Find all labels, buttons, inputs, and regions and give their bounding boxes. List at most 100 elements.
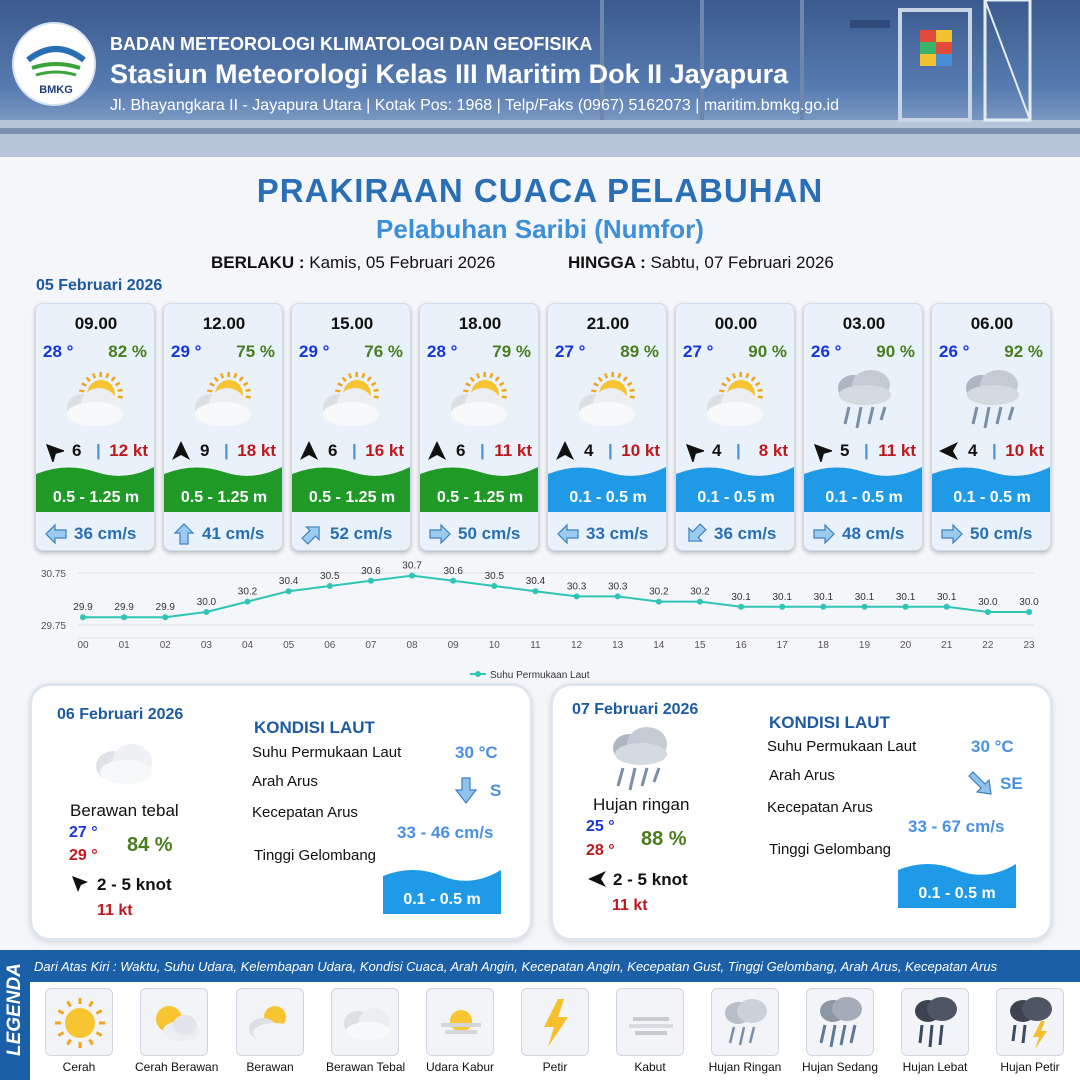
- gust-speed: 11 kt: [494, 441, 532, 460]
- light-rain-icon: [829, 370, 899, 432]
- air-temperature: 26 °: [811, 342, 842, 361]
- wave-band: [164, 466, 282, 512]
- hourly-card: 15.00 29 ° 76 % 6 | 16 kt 0.5 - 1.25 m 5…: [291, 303, 411, 551]
- legend-item: Hujan Lebat: [896, 988, 974, 1074]
- current-speed: 48 cm/s: [842, 524, 905, 543]
- gust-speed: 8 kt: [758, 441, 788, 460]
- arrow-right-icon: [428, 522, 451, 545]
- current-speed-value: 33 - 46 cm/s: [397, 823, 494, 842]
- current-row: 52 cm/s: [292, 514, 410, 550]
- kabut-icon: [616, 988, 684, 1056]
- sst-point: [820, 603, 827, 610]
- separator: |: [96, 441, 101, 460]
- current-dir-label: Arah Arus: [769, 767, 835, 784]
- temp-min: 25 °: [586, 818, 615, 835]
- x-tick-label: 20: [900, 640, 912, 651]
- air-temperature: 27 °: [555, 342, 586, 361]
- sst-point: [244, 598, 251, 605]
- hujan-petir-icon: [996, 988, 1064, 1056]
- temp-max: 29 °: [69, 847, 98, 864]
- sst-label: Suhu Permukaan Laut: [767, 738, 917, 755]
- forecast-time: 15.00: [330, 314, 374, 333]
- sst-point: [409, 572, 416, 579]
- valid-from-label: BERLAKU :: [211, 253, 305, 272]
- x-tick-label: 04: [242, 640, 254, 651]
- humidity: 90 %: [876, 342, 915, 361]
- arrow-up-right-icon: [300, 522, 322, 545]
- current-dir-value: S: [490, 781, 502, 800]
- sst-point: [532, 588, 539, 595]
- sea-condition-title: KONDISI LAUT: [254, 718, 375, 737]
- sst-data-label: 30.2: [238, 587, 258, 598]
- arrow-left-icon: [44, 522, 67, 545]
- day-panel-06: 06 Februari 2026 Berawan tebal 27 ° 29 °…: [32, 686, 530, 938]
- sst-data-label: 30.3: [567, 581, 587, 592]
- condition-label: Berawan tebal: [70, 801, 179, 820]
- temp-max: 28 °: [586, 842, 615, 859]
- forecast-time: 09.00: [74, 314, 118, 333]
- sst-point: [121, 614, 128, 621]
- wave-height: 0.5 - 1.25 m: [180, 489, 268, 506]
- sst-point: [80, 614, 86, 621]
- sst-data-label: 29.9: [114, 602, 134, 613]
- hujan-ringan-icon: [711, 988, 779, 1056]
- wave-height: 0.5 - 1.25 m: [308, 489, 396, 506]
- wave-height-value: 0.1 - 0.5 m: [918, 885, 996, 902]
- current-row: 36 cm/s: [36, 514, 154, 550]
- light-rain-icon: [957, 370, 1027, 432]
- legend-item-label: Berawan Tebal: [326, 1060, 406, 1074]
- arrow-left-icon: [556, 522, 579, 545]
- light-rain-icon: [613, 727, 667, 791]
- wind-speed: 6: [456, 441, 466, 460]
- x-tick-label: 06: [324, 640, 336, 651]
- day-date: 07 Februari 2026: [572, 701, 699, 718]
- legend-marker: [475, 671, 481, 677]
- wave-band: [804, 466, 922, 512]
- humidity: 89 %: [620, 342, 659, 361]
- sst-data-label: 30.3: [608, 581, 628, 592]
- wave-band: [36, 466, 154, 512]
- legend-item: Hujan Sedang: [801, 988, 879, 1074]
- sst-value: 30 °C: [455, 743, 498, 762]
- sst-data-label: 30.2: [690, 587, 710, 598]
- humidity: 88 %: [641, 828, 687, 850]
- berawan-icon: [236, 988, 304, 1056]
- wave-band: [292, 466, 410, 512]
- legend-item-label: Hujan Lebat: [902, 1060, 968, 1074]
- hujan-lebat-icon: [901, 988, 969, 1056]
- wave-height-value: 0.1 - 0.5 m: [403, 891, 481, 908]
- wind-speed: 2 - 5 knot: [97, 875, 172, 894]
- current-dir-label: Arah Arus: [252, 773, 318, 790]
- sst-data-label: 30.4: [279, 576, 299, 587]
- sst-data-label: 30.1: [896, 592, 916, 603]
- legend: LEGENDA Dari Atas Kiri : Waktu, Suhu Uda…: [0, 950, 1080, 1080]
- legend-item-label: Kabut: [634, 1060, 666, 1074]
- legend-item-label: Hujan Petir: [1000, 1060, 1060, 1074]
- wind-arrow-icon: [588, 871, 606, 887]
- current-speed: 50 cm/s: [458, 524, 521, 543]
- forecast-time: 12.00: [202, 314, 246, 333]
- x-tick-label: 19: [859, 640, 871, 651]
- gust-speed: 11 kt: [612, 897, 648, 914]
- current-row: 36 cm/s: [676, 514, 794, 550]
- x-tick-label: 03: [201, 640, 213, 651]
- x-tick-label: 14: [653, 640, 665, 651]
- wave-height-indicator: [898, 864, 1016, 908]
- gust-speed: 11 kt: [97, 902, 133, 919]
- sst-point: [1026, 609, 1032, 615]
- air-temperature: 28 °: [427, 342, 458, 361]
- gust-speed: 11 kt: [878, 441, 916, 460]
- air-temperature: 29 °: [299, 342, 330, 361]
- legend-item: Berawan Tebal: [326, 988, 406, 1074]
- wind-speed: 4: [968, 441, 978, 460]
- air-temperature: 28 °: [43, 342, 74, 361]
- x-tick-label: 12: [571, 640, 583, 651]
- sea-surface-temperature-chart: 30.75 29.75 29.9 00 29.9 01 29.9 02 30.0 03 30.2 04…: [41, 561, 1039, 681]
- hourly-card: 18.00 28 ° 79 % 6 | 11 kt 0.5 - 1.25 m 5…: [419, 303, 539, 551]
- udara-kabur-icon: [426, 988, 494, 1056]
- sst-data-label: 30.2: [649, 587, 669, 598]
- port-illustration: [0, 0, 1080, 157]
- gust-speed: 18 kt: [237, 441, 276, 460]
- wind-speed: 2 - 5 knot: [613, 870, 688, 889]
- legend-item: Cerah: [40, 988, 118, 1074]
